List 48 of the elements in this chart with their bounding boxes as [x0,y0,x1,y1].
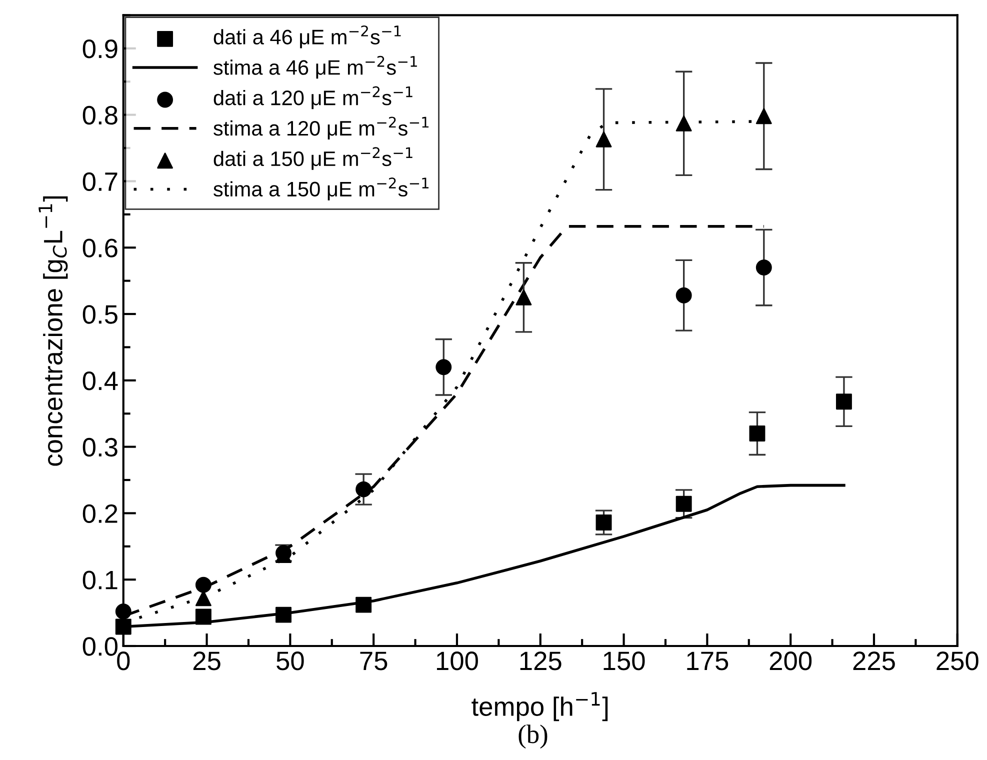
point [756,260,772,276]
legend-label: stima a 150 μE m$^{−2}$s$^{−1}$ [214,178,429,200]
x-tick-label: 100 [436,652,478,670]
point [195,576,212,593]
y-tick-label: 0.4 [82,372,118,390]
y-tick-label: 0.6 [82,238,118,258]
point [596,514,612,530]
point [676,287,692,304]
legend-label: dati a 120 μE m$^{−2}$s$^{−1}$ [214,86,412,110]
y-tick-label: 0.8 [82,106,118,125]
y-tick-label: 0.1 [82,570,118,590]
point [596,131,612,148]
x-tick-label: 250 [936,652,978,670]
point [756,108,772,124]
x-tick-label: 125 [520,652,562,670]
x-tick-label: 0 [117,652,130,670]
point [676,496,692,512]
x-tick-label: 25 [193,652,220,670]
x-tick-label: 75 [360,652,388,670]
x-tick-label: 200 [770,652,812,670]
legend-label: dati a 46 μE m$^{−2}$s$^{−1}$ [214,25,401,48]
point [115,603,132,620]
legend-label: stima a 46 μE m$^{−2}$s$^{−1}$ [214,56,417,79]
x-tick-label: 50 [276,652,304,670]
x-axis-title: tempo [h$^{−1}$] [472,692,608,722]
y-axis-title: concentrazione [g$_{C}$L$^{−1}$] [38,196,68,466]
y-tick-label: 0.0 [82,637,118,656]
y-tick-label: 0.7 [82,172,118,192]
point [436,359,452,376]
x-tick-label: 175 [687,652,728,670]
x-tick-label: 225 [853,652,895,670]
x-tick-label: 150 [604,652,645,670]
point [195,608,212,625]
point [276,606,292,623]
point [516,289,532,306]
point [836,394,852,410]
point [356,481,372,498]
point [676,115,692,132]
y-tick-label: 0.5 [82,305,118,324]
point [115,618,132,635]
legend-label: stima a 120 μE m$^{−2}$s$^{−1}$ [214,116,429,140]
point [749,426,766,442]
y-tick-label: 0.9 [82,40,118,58]
y-tick-label: 0.2 [82,504,118,524]
point [356,596,372,613]
text: (b) [518,724,548,749]
y-tick-label: 0.3 [82,438,118,457]
legend-label: dati a 150 μE m$^{−2}$s$^{−1}$ [214,147,412,170]
